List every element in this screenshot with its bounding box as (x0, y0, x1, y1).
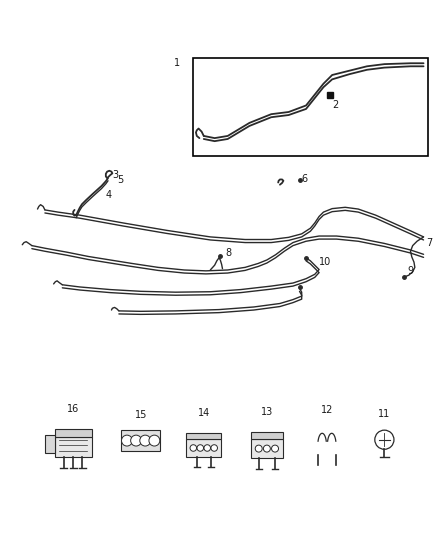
Text: 4: 4 (106, 190, 112, 200)
Bar (251, 432, 283, 439)
Bar (45, 435, 55, 453)
Bar (55, 430, 92, 437)
Bar (55, 437, 92, 457)
Circle shape (204, 445, 211, 451)
Text: 16: 16 (67, 403, 79, 414)
Text: 15: 15 (134, 410, 147, 420)
Circle shape (140, 435, 151, 446)
Circle shape (211, 445, 218, 451)
Bar (121, 430, 160, 451)
Circle shape (375, 430, 394, 449)
Circle shape (121, 435, 132, 446)
Circle shape (190, 445, 197, 451)
Text: 14: 14 (198, 408, 210, 418)
Text: 1: 1 (174, 58, 180, 68)
Bar (186, 439, 221, 457)
Bar (251, 439, 283, 458)
Circle shape (197, 445, 204, 451)
Circle shape (149, 435, 160, 446)
Circle shape (131, 435, 141, 446)
Bar (186, 433, 221, 439)
Text: 5: 5 (117, 175, 123, 185)
Circle shape (272, 445, 279, 452)
Text: 11: 11 (378, 409, 391, 419)
Bar (193, 58, 428, 156)
Circle shape (263, 445, 270, 452)
Text: 12: 12 (321, 405, 333, 415)
Circle shape (255, 445, 262, 452)
Text: 6: 6 (302, 174, 308, 184)
Text: 8: 8 (226, 248, 232, 259)
Text: 10: 10 (319, 257, 332, 267)
Text: 7: 7 (426, 238, 432, 247)
Text: 9: 9 (407, 266, 413, 276)
Text: 3: 3 (113, 170, 119, 180)
Text: 2: 2 (332, 100, 339, 110)
Text: 13: 13 (261, 407, 273, 417)
